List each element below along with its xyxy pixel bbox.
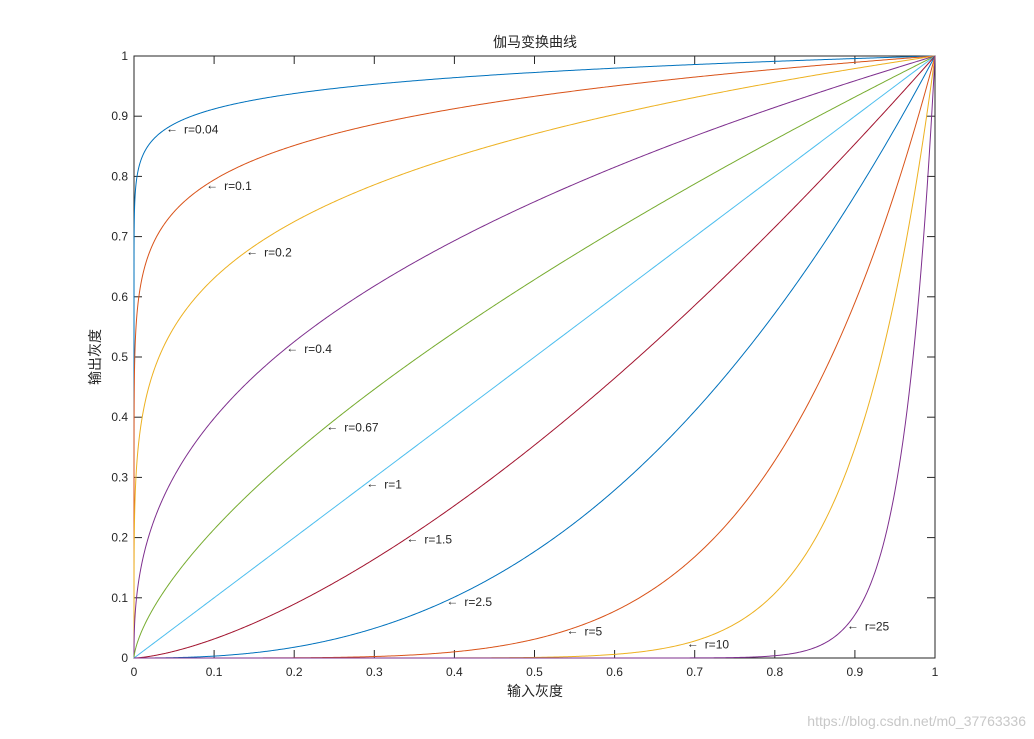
annotation-arrow: ← — [687, 636, 699, 650]
annotation-arrow: ← — [847, 618, 859, 632]
x-tick-label: 0.4 — [446, 665, 463, 679]
annotation-label: r=25 — [865, 619, 890, 633]
annotation-arrow: ← — [206, 178, 218, 192]
series-line — [133, 55, 936, 659]
watermark: https://blog.csdn.net/m0_37763336 — [807, 713, 1026, 729]
annotation-label: r=1 — [384, 477, 402, 491]
series-line — [133, 55, 936, 659]
chart-title: 伽马变换曲线 — [493, 34, 577, 50]
x-tick-label: 0.3 — [366, 665, 383, 679]
annotation-label: r=0.4 — [304, 342, 332, 356]
x-tick-label: 0.1 — [206, 665, 223, 679]
x-tick-label: 0.9 — [847, 665, 864, 679]
annotation-arrow: ← — [567, 623, 579, 637]
x-tick-label: 0 — [131, 665, 138, 679]
y-tick-label: 0.8 — [111, 169, 128, 183]
annotation-label: r=1.5 — [424, 533, 452, 547]
y-tick-label: 0.2 — [111, 531, 128, 545]
annotation-label: r=0.1 — [224, 179, 252, 193]
series-line — [134, 55, 936, 659]
x-axis-label: 输入灰度 — [507, 683, 563, 699]
y-tick-label: 0.4 — [111, 410, 128, 424]
series-line — [133, 55, 936, 659]
series-line — [133, 55, 936, 659]
x-tick-label: 0.7 — [686, 665, 703, 679]
series-line — [133, 55, 936, 659]
x-tick-label: 0.6 — [606, 665, 623, 679]
series-line — [134, 55, 936, 659]
y-tick-label: 0.9 — [111, 109, 128, 123]
annotation-label: r=0.2 — [264, 246, 292, 260]
y-tick-label: 1 — [121, 49, 128, 63]
y-tick-label: 0.1 — [111, 591, 128, 605]
annotation-label: r=10 — [705, 637, 730, 651]
y-tick-label: 0.3 — [111, 470, 128, 484]
annotation-label: r=0.04 — [184, 123, 219, 137]
annotation-label: r=2.5 — [464, 595, 492, 609]
y-tick-label: 0.6 — [111, 290, 128, 304]
annotation-arrow: ← — [326, 420, 338, 434]
annotation-arrow: ← — [166, 122, 178, 136]
annotation-arrow: ← — [246, 245, 258, 259]
annotation-label: r=0.67 — [344, 421, 379, 435]
annotation-arrow: ← — [446, 594, 458, 608]
annotation-arrow: ← — [366, 476, 378, 490]
y-tick-label: 0.7 — [111, 230, 128, 244]
x-tick-label: 0.5 — [526, 665, 543, 679]
x-tick-label: 0.8 — [766, 665, 783, 679]
y-tick-label: 0.5 — [111, 350, 128, 364]
x-tick-label: 0.2 — [286, 665, 303, 679]
annotation-label: r=5 — [585, 624, 603, 638]
plot-area: 0 0.1 0.2 0.3 0.4 0.5 0.6 0.7 0.8 0.9 1 0 0.1 0.2 0.3 0… — [111, 49, 938, 679]
annotation-arrow: ← — [406, 532, 418, 546]
y-tick-label: 0 — [121, 651, 128, 665]
annotation-arrow: ← — [286, 341, 298, 355]
series-line — [133, 55, 936, 659]
x-tick-label: 1 — [932, 665, 939, 679]
y-axis-label: 输出灰度 — [87, 329, 103, 385]
